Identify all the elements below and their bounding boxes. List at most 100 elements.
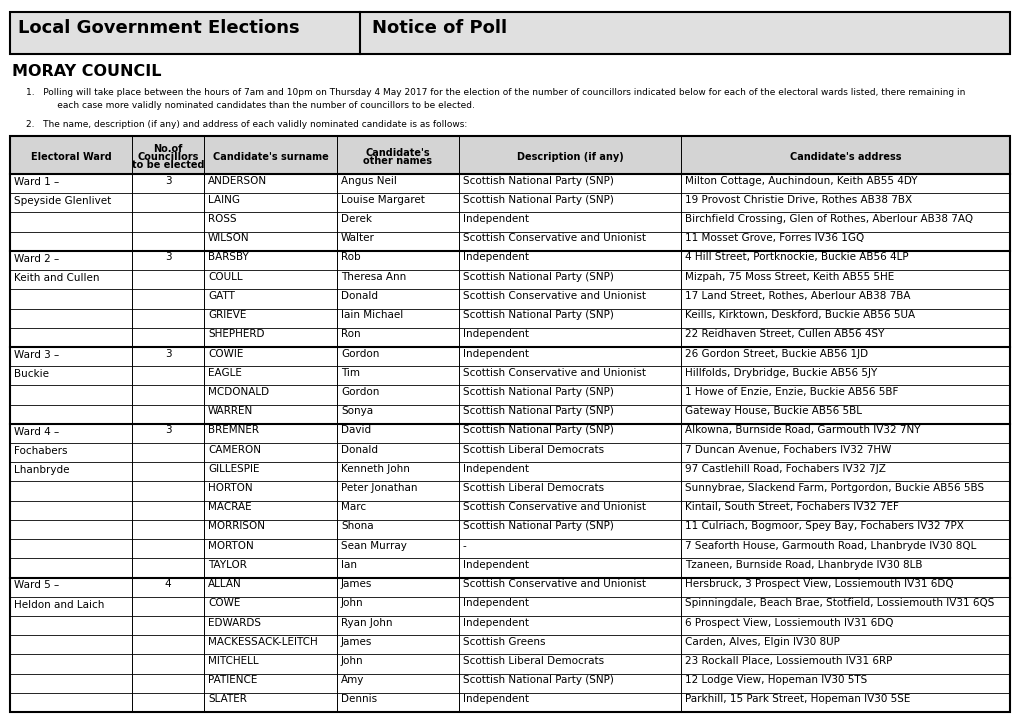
Text: TAYLOR: TAYLOR bbox=[208, 560, 247, 570]
Text: SHEPHERD: SHEPHERD bbox=[208, 329, 264, 340]
Text: WARREN: WARREN bbox=[208, 406, 253, 416]
Text: Scottish Conservative and Unionist: Scottish Conservative and Unionist bbox=[463, 579, 645, 589]
Text: 26 Gordon Street, Buckie AB56 1JD: 26 Gordon Street, Buckie AB56 1JD bbox=[685, 348, 867, 358]
Text: Scottish Greens: Scottish Greens bbox=[463, 637, 545, 647]
Text: Ward 4 –: Ward 4 – bbox=[14, 427, 59, 437]
Text: 17 Land Street, Rothes, Aberlour AB38 7BA: 17 Land Street, Rothes, Aberlour AB38 7B… bbox=[685, 291, 910, 301]
Text: Notice of Poll: Notice of Poll bbox=[372, 19, 506, 37]
Text: MORRISON: MORRISON bbox=[208, 521, 265, 531]
Text: EAGLE: EAGLE bbox=[208, 368, 242, 378]
Text: other names: other names bbox=[363, 156, 432, 166]
Text: Speyside Glenlivet: Speyside Glenlivet bbox=[14, 196, 111, 206]
Text: Buckie: Buckie bbox=[14, 369, 49, 379]
Text: Hersbruck, 3 Prospect View, Lossiemouth IV31 6DQ: Hersbruck, 3 Prospect View, Lossiemouth … bbox=[685, 579, 953, 589]
Text: Milton Cottage, Auchindoun, Keith AB55 4DY: Milton Cottage, Auchindoun, Keith AB55 4… bbox=[685, 176, 917, 185]
Text: each case more validly nominated candidates than the number of councillors to be: each case more validly nominated candida… bbox=[40, 101, 475, 110]
Text: Candidate's address: Candidate's address bbox=[789, 152, 901, 162]
Text: Ward 1 –: Ward 1 – bbox=[14, 177, 59, 187]
Text: Dennis: Dennis bbox=[340, 694, 377, 704]
Text: Kenneth John: Kenneth John bbox=[340, 464, 410, 474]
Text: MITCHELL: MITCHELL bbox=[208, 656, 259, 666]
Text: Mizpah, 75 Moss Street, Keith AB55 5HE: Mizpah, 75 Moss Street, Keith AB55 5HE bbox=[685, 272, 894, 282]
Text: Heldon and Laich: Heldon and Laich bbox=[14, 600, 104, 610]
Text: Local Government Elections: Local Government Elections bbox=[18, 19, 300, 37]
Text: Theresa Ann: Theresa Ann bbox=[340, 272, 406, 282]
Text: Description (if any): Description (if any) bbox=[516, 152, 623, 162]
Text: GATT: GATT bbox=[208, 291, 234, 301]
Bar bbox=[10, 136, 1009, 174]
Text: Angus Neil: Angus Neil bbox=[340, 176, 396, 185]
Text: Donald: Donald bbox=[340, 291, 378, 301]
Bar bbox=[10, 12, 1009, 54]
Text: Independent: Independent bbox=[463, 617, 529, 627]
Text: COWE: COWE bbox=[208, 598, 240, 609]
Text: Scottish National Party (SNP): Scottish National Party (SNP) bbox=[463, 675, 613, 685]
Text: ROSS: ROSS bbox=[208, 214, 236, 224]
Text: Iain Michael: Iain Michael bbox=[340, 310, 403, 320]
Text: Scottish Conservative and Unionist: Scottish Conservative and Unionist bbox=[463, 291, 645, 301]
Text: 97 Castlehill Road, Fochabers IV32 7JZ: 97 Castlehill Road, Fochabers IV32 7JZ bbox=[685, 464, 886, 474]
Text: 7 Duncan Avenue, Fochabers IV32 7HW: 7 Duncan Avenue, Fochabers IV32 7HW bbox=[685, 445, 891, 455]
Text: 7 Seaforth House, Garmouth Road, Lhanbryde IV30 8QL: 7 Seaforth House, Garmouth Road, Lhanbry… bbox=[685, 541, 975, 551]
Text: Scottish National Party (SNP): Scottish National Party (SNP) bbox=[463, 176, 613, 185]
Text: Ian: Ian bbox=[340, 560, 357, 570]
Text: MCDONALD: MCDONALD bbox=[208, 387, 269, 397]
Text: 4: 4 bbox=[164, 579, 171, 589]
Text: COWIE: COWIE bbox=[208, 348, 244, 358]
Text: 2.   The name, description (if any) and address of each validly nominated candid: 2. The name, description (if any) and ad… bbox=[25, 120, 467, 129]
Text: -: - bbox=[463, 541, 467, 551]
Text: Independent: Independent bbox=[463, 214, 529, 224]
Text: Councillors: Councillors bbox=[138, 152, 199, 162]
Text: Scottish National Party (SNP): Scottish National Party (SNP) bbox=[463, 195, 613, 205]
Text: Independent: Independent bbox=[463, 329, 529, 340]
Text: MORAY COUNCIL: MORAY COUNCIL bbox=[12, 64, 161, 79]
Text: ALLAN: ALLAN bbox=[208, 579, 242, 589]
Text: Independent: Independent bbox=[463, 348, 529, 358]
Text: 11 Culriach, Bogmoor, Spey Bay, Fochabers IV32 7PX: 11 Culriach, Bogmoor, Spey Bay, Fochaber… bbox=[685, 521, 963, 531]
Text: Scottish Liberal Democrats: Scottish Liberal Democrats bbox=[463, 483, 603, 493]
Text: No.of: No.of bbox=[153, 144, 182, 154]
Text: David: David bbox=[340, 425, 371, 435]
Text: Scottish National Party (SNP): Scottish National Party (SNP) bbox=[463, 387, 613, 397]
Text: Lhanbryde: Lhanbryde bbox=[14, 465, 69, 475]
Text: COULL: COULL bbox=[208, 272, 243, 282]
Text: 11 Mosset Grove, Forres IV36 1GQ: 11 Mosset Grove, Forres IV36 1GQ bbox=[685, 234, 863, 243]
Text: Scottish Conservative and Unionist: Scottish Conservative and Unionist bbox=[463, 368, 645, 378]
Text: 3: 3 bbox=[164, 176, 171, 185]
Text: to be elected: to be elected bbox=[131, 160, 204, 170]
Text: GRIEVE: GRIEVE bbox=[208, 310, 247, 320]
Text: Alkowna, Burnside Road, Garmouth IV32 7NY: Alkowna, Burnside Road, Garmouth IV32 7N… bbox=[685, 425, 919, 435]
Text: Spinningdale, Beach Brae, Stotfield, Lossiemouth IV31 6QS: Spinningdale, Beach Brae, Stotfield, Los… bbox=[685, 598, 994, 609]
Text: EDWARDS: EDWARDS bbox=[208, 617, 261, 627]
Text: CAMERON: CAMERON bbox=[208, 445, 261, 455]
Text: Keills, Kirktown, Deskford, Buckie AB56 5UA: Keills, Kirktown, Deskford, Buckie AB56 … bbox=[685, 310, 914, 320]
Text: 3: 3 bbox=[164, 425, 171, 435]
Text: Scottish National Party (SNP): Scottish National Party (SNP) bbox=[463, 272, 613, 282]
Text: Independent: Independent bbox=[463, 598, 529, 609]
Text: Marc: Marc bbox=[340, 503, 366, 512]
Text: Scottish National Party (SNP): Scottish National Party (SNP) bbox=[463, 406, 613, 416]
Text: Derek: Derek bbox=[340, 214, 372, 224]
Text: John: John bbox=[340, 598, 363, 609]
Text: HORTON: HORTON bbox=[208, 483, 253, 493]
Text: 3: 3 bbox=[164, 252, 171, 262]
Text: Scottish Conservative and Unionist: Scottish Conservative and Unionist bbox=[463, 503, 645, 512]
Text: Independent: Independent bbox=[463, 464, 529, 474]
Text: Birchfield Crossing, Glen of Rothes, Aberlour AB38 7AQ: Birchfield Crossing, Glen of Rothes, Abe… bbox=[685, 214, 972, 224]
Text: LAING: LAING bbox=[208, 195, 239, 205]
Text: MORTON: MORTON bbox=[208, 541, 254, 551]
Text: Scottish Liberal Democrats: Scottish Liberal Democrats bbox=[463, 656, 603, 666]
Text: Rob: Rob bbox=[340, 252, 361, 262]
Text: James: James bbox=[340, 579, 372, 589]
Text: Kintail, South Street, Fochabers IV32 7EF: Kintail, South Street, Fochabers IV32 7E… bbox=[685, 503, 898, 512]
Text: 6 Prospect View, Lossiemouth IV31 6DQ: 6 Prospect View, Lossiemouth IV31 6DQ bbox=[685, 617, 893, 627]
Text: Hillfolds, Drybridge, Buckie AB56 5JY: Hillfolds, Drybridge, Buckie AB56 5JY bbox=[685, 368, 876, 378]
Text: Independent: Independent bbox=[463, 694, 529, 704]
Text: Scottish National Party (SNP): Scottish National Party (SNP) bbox=[463, 310, 613, 320]
Text: BARSBY: BARSBY bbox=[208, 252, 249, 262]
Text: 3: 3 bbox=[164, 348, 171, 358]
Text: 19 Provost Christie Drive, Rothes AB38 7BX: 19 Provost Christie Drive, Rothes AB38 7… bbox=[685, 195, 911, 205]
Text: Independent: Independent bbox=[463, 560, 529, 570]
Text: Peter Jonathan: Peter Jonathan bbox=[340, 483, 417, 493]
Text: Fochabers: Fochabers bbox=[14, 446, 67, 456]
